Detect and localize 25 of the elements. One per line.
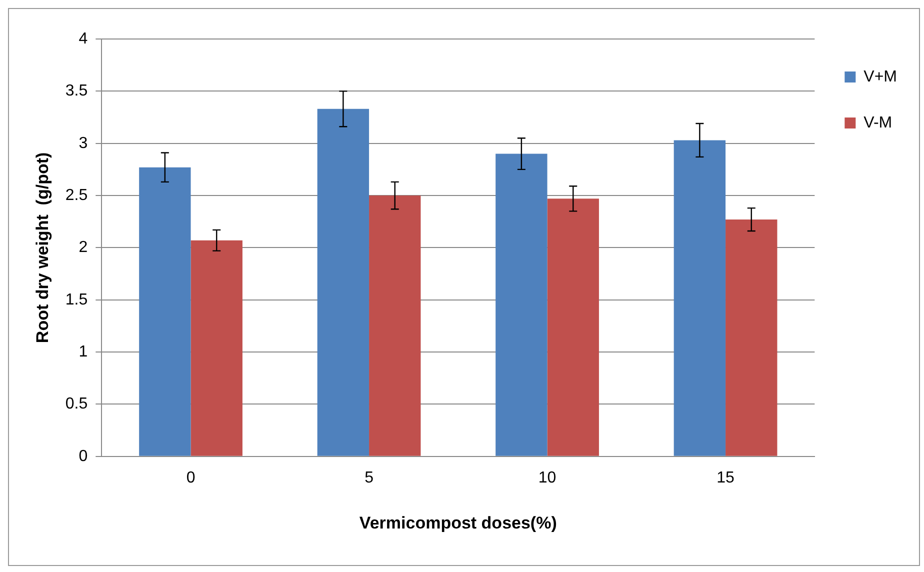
y-tick-label: 1.5	[65, 291, 88, 308]
bar	[317, 108, 370, 456]
y-tick-label: 4	[78, 30, 88, 48]
legend-label: V+M	[864, 68, 897, 86]
y-tick-label: 1	[78, 343, 88, 360]
x-tick-label: 15	[716, 469, 735, 486]
y-tick-label: 0	[78, 448, 88, 465]
y-tick-label: 0.5	[65, 396, 88, 413]
y-tick-label: 2.5	[65, 186, 88, 204]
y-tick-label: 2	[78, 239, 88, 256]
bar	[674, 140, 726, 456]
bar	[139, 167, 191, 456]
x-axis-title: Vermicompost doses(%)	[359, 513, 557, 532]
bar	[496, 154, 548, 456]
x-tick-label: 0	[186, 469, 196, 486]
bar	[726, 220, 778, 456]
x-tick-label: 10	[538, 469, 556, 486]
bar	[369, 196, 421, 456]
y-tick-label: 3.5	[65, 82, 88, 100]
x-tick-label: 5	[364, 469, 374, 486]
y-tick-label: 3	[78, 134, 88, 152]
bar	[547, 198, 599, 456]
bar	[190, 240, 242, 456]
legend-label: V-M	[864, 114, 892, 132]
y-axis-title: Root dry weight (g/pot)	[32, 152, 52, 344]
